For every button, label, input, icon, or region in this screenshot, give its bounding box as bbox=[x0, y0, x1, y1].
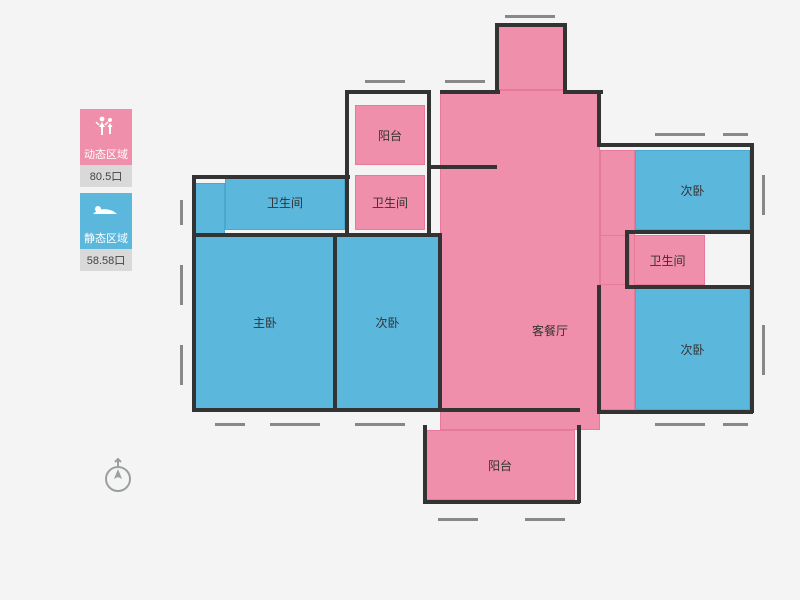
room-label-bath-3: 卫生间 bbox=[649, 252, 685, 269]
room-label-balcony-n: 阳台 bbox=[378, 127, 402, 144]
room-balcony-s: 阳台 bbox=[425, 430, 575, 500]
room-stub-l bbox=[195, 183, 225, 235]
wall bbox=[625, 230, 629, 288]
wall bbox=[597, 285, 601, 413]
legend-dynamic-title: 动态区域 bbox=[80, 143, 132, 165]
wall bbox=[345, 90, 430, 94]
wall bbox=[427, 90, 431, 235]
dimension-tick bbox=[525, 518, 565, 521]
room-bed-3ne: 次卧 bbox=[635, 150, 750, 230]
wall bbox=[495, 23, 565, 27]
dimension-tick bbox=[180, 265, 183, 305]
room-bath-3: 卫生间 bbox=[630, 235, 705, 285]
room-label-bath-2: 卫生间 bbox=[372, 194, 408, 211]
legend-static-value: 58.58口 bbox=[80, 249, 132, 271]
wall bbox=[423, 425, 427, 503]
dimension-tick bbox=[762, 325, 765, 375]
wall bbox=[438, 233, 442, 412]
dimension-tick bbox=[655, 423, 705, 426]
room-bath-2: 卫生间 bbox=[355, 175, 425, 230]
room-top-stub bbox=[495, 25, 565, 90]
legend-dynamic: 动态区域 80.5口 bbox=[80, 109, 132, 187]
dimension-tick bbox=[365, 80, 405, 83]
room-label-bed-2: 次卧 bbox=[375, 314, 399, 331]
floorplan: 客餐厅阳台阳台卫生间卫生间卫生间主卧次卧次卧次卧 bbox=[195, 25, 755, 525]
people-icon bbox=[80, 109, 132, 143]
room-living: 客餐厅 bbox=[440, 90, 600, 430]
wall bbox=[563, 23, 567, 90]
dimension-tick bbox=[270, 423, 320, 426]
wall bbox=[577, 425, 581, 503]
wall bbox=[440, 90, 500, 94]
wall bbox=[625, 230, 753, 234]
room-label-living: 客餐厅 bbox=[532, 322, 568, 339]
dimension-tick bbox=[180, 200, 183, 225]
wall bbox=[192, 175, 196, 412]
wall bbox=[597, 410, 753, 414]
dimension-tick bbox=[355, 423, 405, 426]
compass-icon bbox=[100, 455, 136, 500]
room-master: 主卧 bbox=[195, 235, 335, 410]
dimension-tick bbox=[445, 80, 485, 83]
dimension-tick bbox=[655, 133, 705, 136]
dimension-tick bbox=[505, 15, 555, 18]
wall bbox=[750, 143, 754, 413]
wall bbox=[597, 90, 601, 145]
dimension-tick bbox=[723, 133, 748, 136]
dimension-tick bbox=[180, 345, 183, 385]
wall bbox=[345, 90, 349, 235]
dimension-tick bbox=[762, 175, 765, 215]
dimension-tick bbox=[723, 423, 748, 426]
room-bed-2: 次卧 bbox=[335, 235, 440, 410]
wall bbox=[423, 500, 580, 504]
wall bbox=[427, 165, 497, 169]
wall bbox=[333, 233, 337, 410]
legend-static-title: 静态区域 bbox=[80, 227, 132, 249]
wall bbox=[495, 23, 499, 90]
wall bbox=[192, 175, 350, 179]
dimension-tick bbox=[438, 518, 478, 521]
dimension-tick bbox=[215, 423, 245, 426]
legend-static: 静态区域 58.58口 bbox=[80, 193, 132, 271]
room-label-bed-3se: 次卧 bbox=[680, 341, 704, 358]
room-label-bed-3ne: 次卧 bbox=[680, 182, 704, 199]
room-balcony-n: 阳台 bbox=[355, 105, 425, 165]
wall bbox=[597, 143, 753, 147]
room-label-bath-1: 卫生间 bbox=[267, 194, 303, 211]
legend-dynamic-value: 80.5口 bbox=[80, 165, 132, 187]
room-bed-3se: 次卧 bbox=[635, 288, 750, 410]
room-bath-1: 卫生间 bbox=[225, 175, 345, 230]
room-label-master: 主卧 bbox=[253, 314, 277, 331]
sleep-icon bbox=[80, 193, 132, 227]
wall bbox=[350, 233, 430, 237]
wall bbox=[192, 408, 580, 412]
room-label-balcony-s: 阳台 bbox=[488, 457, 512, 474]
wall bbox=[625, 285, 753, 289]
